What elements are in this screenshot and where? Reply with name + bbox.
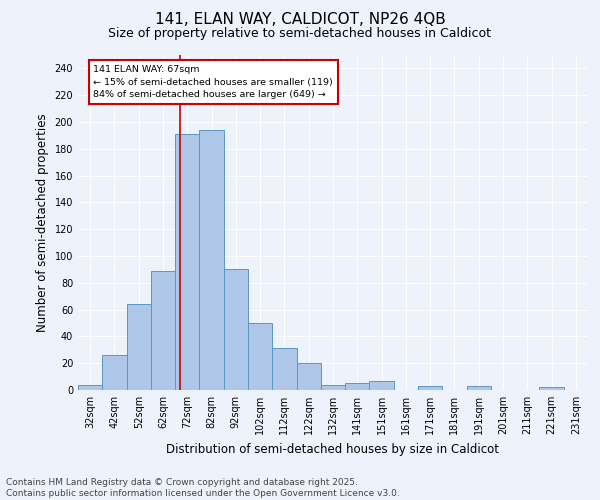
Text: Size of property relative to semi-detached houses in Caldicot: Size of property relative to semi-detach… [109, 28, 491, 40]
Bar [248, 323, 272, 390]
Bar [539, 388, 564, 390]
Text: Contains HM Land Registry data © Crown copyright and database right 2025.
Contai: Contains HM Land Registry data © Crown c… [6, 478, 400, 498]
Bar [321, 384, 345, 390]
X-axis label: Distribution of semi-detached houses by size in Caldicot: Distribution of semi-detached houses by … [167, 442, 499, 456]
Bar [127, 304, 151, 390]
Bar [370, 380, 394, 390]
Bar [151, 270, 175, 390]
Text: 141 ELAN WAY: 67sqm
← 15% of semi-detached houses are smaller (119)
84% of semi-: 141 ELAN WAY: 67sqm ← 15% of semi-detach… [94, 65, 333, 99]
Bar [296, 363, 321, 390]
Bar [102, 355, 127, 390]
Bar [175, 134, 199, 390]
Y-axis label: Number of semi-detached properties: Number of semi-detached properties [36, 113, 49, 332]
Bar [418, 386, 442, 390]
Bar [199, 130, 224, 390]
Bar [224, 270, 248, 390]
Bar [78, 384, 102, 390]
Text: 141, ELAN WAY, CALDICOT, NP26 4QB: 141, ELAN WAY, CALDICOT, NP26 4QB [155, 12, 445, 28]
Bar [467, 386, 491, 390]
Bar [345, 384, 370, 390]
Bar [272, 348, 296, 390]
